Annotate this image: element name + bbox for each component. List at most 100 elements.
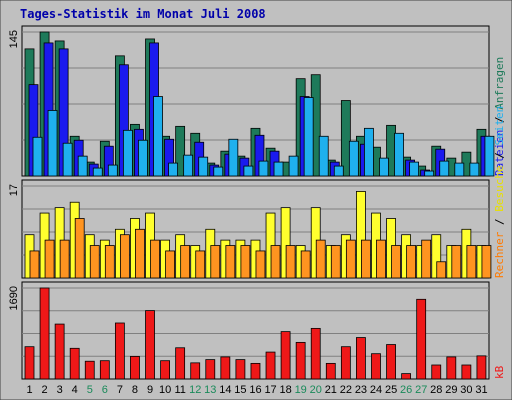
bar-middle-rechner-day-4 bbox=[74, 218, 85, 279]
top-series-seiten bbox=[32, 96, 495, 177]
bar-top-seiten-day-24 bbox=[379, 157, 389, 177]
bar-top-seiten-day-26 bbox=[409, 161, 420, 177]
bar-middle-rechner-day-28 bbox=[436, 261, 447, 279]
bar-middle-besuche-day-28 bbox=[431, 234, 442, 279]
bar-top-seiten-day-25 bbox=[394, 132, 404, 177]
bar-bottom-kb-day-19 bbox=[295, 341, 306, 380]
bar-top-seiten-day-3 bbox=[62, 142, 73, 177]
bar-middle-rechner-day-30 bbox=[466, 245, 477, 279]
bar-top-seiten-day-5 bbox=[92, 167, 103, 177]
bar-bottom-kb-day-30 bbox=[461, 364, 472, 380]
bar-top-seiten-day-19 bbox=[303, 97, 314, 177]
bar-middle-rechner-day-12 bbox=[195, 250, 206, 279]
x-tick-label-day-31: 31 bbox=[475, 384, 487, 396]
bar-bottom-kb-day-4 bbox=[69, 347, 80, 380]
top-legend: Dateien / Anfragen bbox=[493, 57, 506, 176]
bar-bottom-kb-day-16 bbox=[250, 362, 261, 380]
x-tick-label-day-19: 19 bbox=[295, 384, 307, 396]
bar-middle-rechner-day-26 bbox=[406, 245, 417, 279]
bar-top-seiten-day-18 bbox=[288, 155, 299, 177]
bar-middle-rechner-day-3 bbox=[59, 239, 70, 279]
bar-top-seiten-day-4 bbox=[77, 155, 88, 177]
bar-bottom-kb-day-14 bbox=[220, 356, 231, 380]
bar-top-seiten-day-23 bbox=[364, 127, 374, 177]
bar-middle-rechner-day-16 bbox=[255, 250, 266, 279]
bar-bottom-kb-day-11 bbox=[175, 347, 186, 380]
bar-top-seiten-day-12 bbox=[198, 156, 209, 177]
bar-top-seiten-day-8 bbox=[138, 139, 148, 177]
bar-middle-rechner-day-17 bbox=[270, 245, 281, 279]
x-tick-label-day-22: 22 bbox=[340, 384, 352, 396]
x-tick-label-day-10: 10 bbox=[159, 384, 171, 396]
bar-bottom-kb-day-29 bbox=[446, 356, 457, 380]
bar-bottom-kb-day-7 bbox=[114, 322, 125, 380]
top-panel: 145 Dateien / Anfragen bbox=[8, 25, 506, 177]
chart-title: Tages-Statistik im Monat Juli 2008 bbox=[20, 7, 266, 21]
bar-top-seiten-day-11 bbox=[183, 154, 194, 177]
legend-part: / bbox=[493, 110, 506, 130]
top-max-label: 145 bbox=[8, 30, 20, 48]
bar-top-seiten-day-10 bbox=[168, 162, 178, 177]
bar-bottom-kb-day-22 bbox=[340, 346, 351, 380]
bar-middle-rechner-day-18 bbox=[285, 245, 296, 279]
bar-top-seiten-day-9 bbox=[153, 96, 163, 177]
bar-middle-rechner-day-11 bbox=[180, 245, 191, 279]
bar-bottom-kb-day-12 bbox=[190, 362, 201, 380]
bar-middle-rechner-day-23 bbox=[361, 239, 371, 279]
bar-middle-besuche-day-23 bbox=[356, 191, 366, 279]
bar-top-seiten-day-17 bbox=[273, 161, 284, 177]
bar-top-seiten-day-31 bbox=[484, 135, 495, 177]
bar-top-seiten-day-15 bbox=[243, 165, 254, 177]
bar-top-seiten-day-29 bbox=[454, 162, 465, 177]
bottom-max-label: 1690 bbox=[8, 286, 20, 310]
bar-bottom-kb-day-13 bbox=[205, 359, 216, 380]
bar-bottom-kb-day-28 bbox=[431, 364, 442, 380]
bar-middle-besuche-day-18 bbox=[280, 207, 291, 279]
bar-middle-rechner-day-9 bbox=[150, 239, 160, 279]
x-tick-label-day-4: 4 bbox=[72, 384, 78, 396]
bar-bottom-kb-day-6 bbox=[99, 360, 110, 380]
x-tick-label-day-21: 21 bbox=[325, 384, 337, 396]
middle-panel: 17 Rechner / Besuche / Seiten bbox=[8, 106, 506, 279]
bar-top-seiten-day-1 bbox=[32, 136, 43, 177]
bar-middle-rechner-day-7 bbox=[119, 234, 130, 279]
bar-top-seiten-day-13 bbox=[213, 166, 224, 177]
x-tick-label-day-24: 24 bbox=[370, 384, 382, 396]
x-tick-label-day-23: 23 bbox=[355, 384, 367, 396]
bar-bottom-kb-day-17 bbox=[265, 351, 276, 380]
bar-top-seiten-day-20 bbox=[318, 135, 329, 177]
bar-top-seiten-day-16 bbox=[258, 160, 269, 177]
bar-middle-rechner-day-14 bbox=[225, 245, 236, 279]
legend-part: Seiten bbox=[493, 106, 506, 146]
bar-middle-rechner-day-24 bbox=[376, 239, 386, 279]
bar-bottom-kb-day-10 bbox=[160, 360, 170, 380]
bar-middle-rechner-day-13 bbox=[210, 245, 221, 279]
bar-top-seiten-day-6 bbox=[107, 164, 118, 177]
x-tick-label-day-1: 1 bbox=[26, 384, 32, 396]
bar-top-seiten-day-21 bbox=[333, 165, 344, 177]
middle-legend: Rechner / Besuche / Seiten bbox=[493, 106, 506, 278]
x-tick-label-day-13: 13 bbox=[204, 384, 216, 396]
x-tick-label-day-18: 18 bbox=[280, 384, 292, 396]
bar-bottom-kb-day-24 bbox=[371, 353, 381, 380]
x-tick-label-day-7: 7 bbox=[117, 384, 123, 396]
bar-middle-rechner-day-10 bbox=[165, 250, 175, 279]
x-tick-label-day-15: 15 bbox=[234, 384, 246, 396]
bar-middle-rechner-day-1 bbox=[29, 250, 40, 279]
bar-middle-rechner-day-22 bbox=[345, 239, 356, 279]
bar-middle-rechner-day-31 bbox=[481, 245, 492, 279]
legend-part: Rechner bbox=[493, 231, 506, 278]
bar-bottom-kb-day-1 bbox=[24, 346, 35, 380]
x-tick-label-day-20: 20 bbox=[310, 384, 322, 396]
bottom-panel-frame bbox=[21, 281, 490, 380]
bar-top-anfragen-day-22 bbox=[340, 100, 351, 177]
x-tick-label-day-8: 8 bbox=[132, 384, 138, 396]
bar-bottom-kb-day-26 bbox=[401, 373, 412, 380]
bar-top-seiten-day-27 bbox=[424, 170, 435, 177]
legend-part: Besuche bbox=[493, 165, 506, 211]
chart-panels: 145 Dateien / Anfragen 17 Rechner / Besuche… bbox=[8, 25, 506, 380]
bar-bottom-kb-day-23 bbox=[356, 337, 366, 380]
bar-middle-rechner-day-25 bbox=[391, 245, 401, 279]
